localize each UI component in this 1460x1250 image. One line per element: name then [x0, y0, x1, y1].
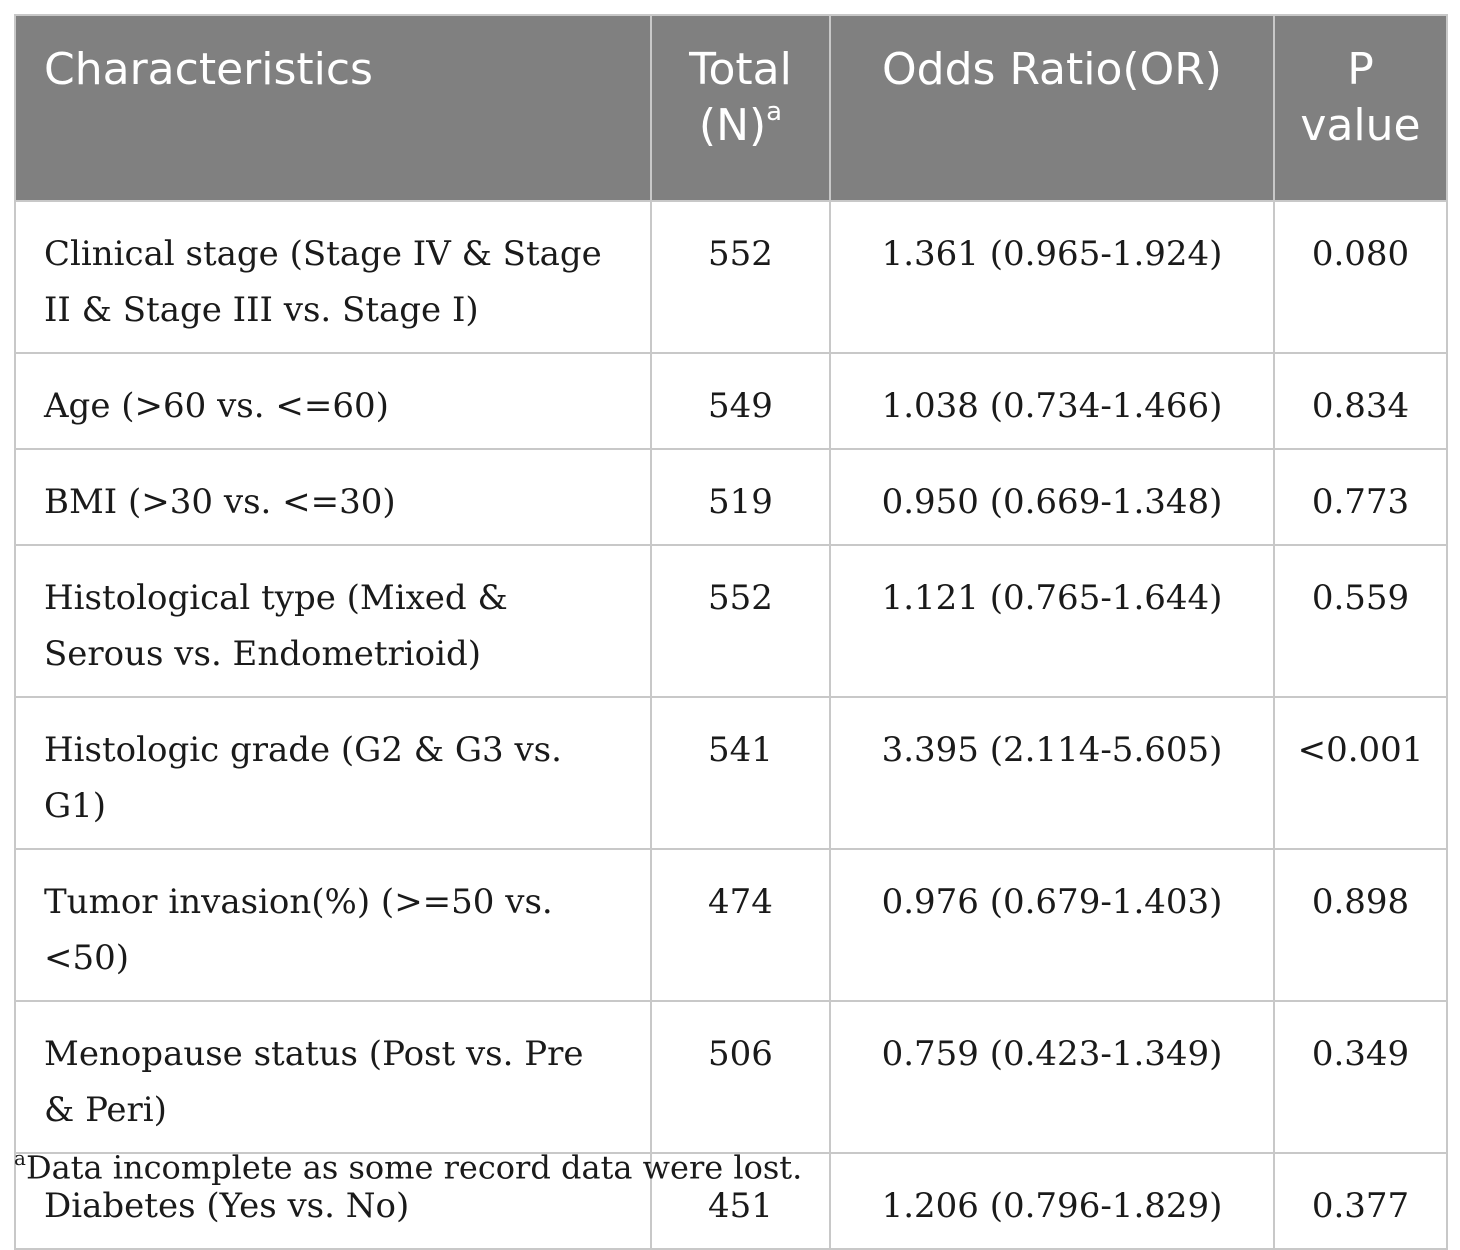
table-row: BMI (>30 vs. <=30) 519 0.950 (0.669-1.34…: [14, 448, 1448, 546]
table-header-row: Characteristics Total (N)a Odds Ratio(OR)…: [14, 14, 1448, 202]
header-total-superscript: a: [766, 97, 783, 128]
odds-ratio-cell: 0.950 (0.669-1.348): [829, 448, 1275, 546]
p-value-cell: 0.834: [1273, 352, 1448, 450]
table-row: Menopause status (Post vs. Pre & Peri) 5…: [14, 1000, 1448, 1154]
total-cell: 549: [650, 352, 831, 450]
characteristic-cell: Menopause status (Post vs. Pre & Peri): [14, 1000, 652, 1154]
p-value-cell: <0.001: [1273, 696, 1448, 850]
total-cell: 519: [650, 448, 831, 546]
footnote-text: Data incomplete as some record data were…: [25, 1148, 803, 1187]
table-row: Histological type (Mixed & Serous vs. En…: [14, 544, 1448, 698]
p-value-cell: 0.898: [1273, 848, 1448, 1002]
p-value-cell: 0.773: [1273, 448, 1448, 546]
footnote-marker: a: [14, 1146, 26, 1170]
header-p-line2: value: [1300, 100, 1421, 151]
characteristic-cell: Age (>60 vs. <=60): [14, 352, 652, 450]
header-characteristics: Characteristics: [14, 14, 652, 202]
header-p-line1: P: [1347, 44, 1374, 95]
header-total-line1: Total: [689, 44, 792, 95]
odds-ratio-cell: 1.038 (0.734-1.466): [829, 352, 1275, 450]
p-value-cell: 0.080: [1273, 200, 1448, 354]
characteristic-cell: Histologic grade (G2 & G3 vs. G1): [14, 696, 652, 850]
odds-ratio-cell: 1.121 (0.765-1.644): [829, 544, 1275, 698]
characteristic-cell: Clinical stage (Stage IV & Stage II & St…: [14, 200, 652, 354]
total-cell: 506: [650, 1000, 831, 1154]
p-value-cell: 0.349: [1273, 1000, 1448, 1154]
total-cell: 552: [650, 544, 831, 698]
table-row: Clinical stage (Stage IV & Stage II & St…: [14, 200, 1448, 354]
header-total-line2: (N): [698, 100, 767, 151]
header-total: Total (N)a: [650, 14, 831, 202]
header-odds-ratio: Odds Ratio(OR): [829, 14, 1275, 202]
odds-ratio-cell: 0.759 (0.423-1.349): [829, 1000, 1275, 1154]
total-cell: 474: [650, 848, 831, 1002]
characteristic-cell: BMI (>30 vs. <=30): [14, 448, 652, 546]
p-value-cell: 0.559: [1273, 544, 1448, 698]
odds-ratio-cell: 0.976 (0.679-1.403): [829, 848, 1275, 1002]
odds-ratio-table: Characteristics Total (N)a Odds Ratio(OR)…: [14, 14, 1448, 1250]
p-value-cell: 0.377: [1273, 1152, 1448, 1250]
characteristic-cell: Tumor invasion(%) (>=50 vs. <50): [14, 848, 652, 1002]
total-cell: 541: [650, 696, 831, 850]
table-row: Tumor invasion(%) (>=50 vs. <50) 474 0.9…: [14, 848, 1448, 1002]
odds-ratio-cell: 1.206 (0.796-1.829): [829, 1152, 1275, 1250]
odds-ratio-cell: 1.361 (0.965-1.924): [829, 200, 1275, 354]
table-footnote: aData incomplete as some record data wer…: [14, 1146, 803, 1187]
table-row: Age (>60 vs. <=60) 549 1.038 (0.734-1.46…: [14, 352, 1448, 450]
characteristic-cell: Histological type (Mixed & Serous vs. En…: [14, 544, 652, 698]
total-cell: 552: [650, 200, 831, 354]
results-table-container: Characteristics Total (N)a Odds Ratio(OR)…: [14, 14, 1448, 1250]
table-row: Histologic grade (G2 & G3 vs. G1) 541 3.…: [14, 696, 1448, 850]
odds-ratio-cell: 3.395 (2.114-5.605): [829, 696, 1275, 850]
